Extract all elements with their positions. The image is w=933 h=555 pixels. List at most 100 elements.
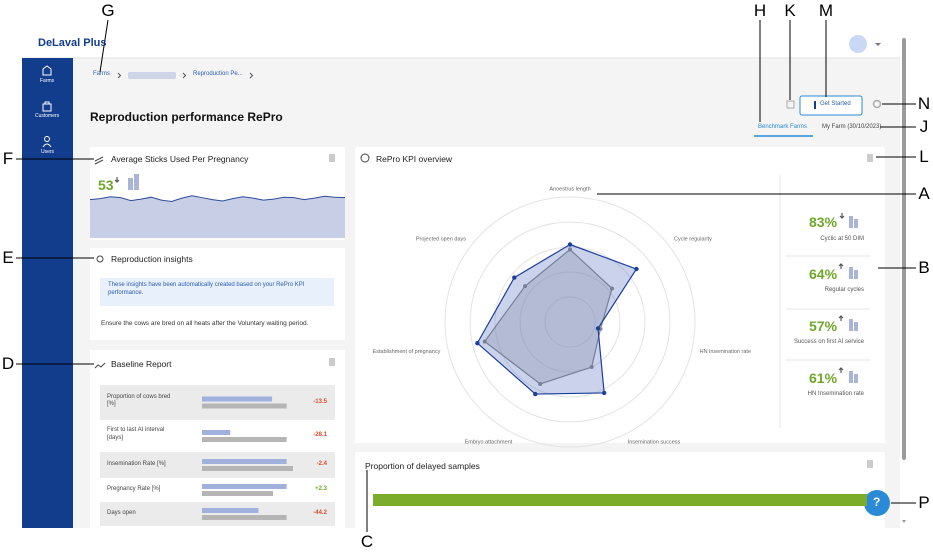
avatar[interactable]	[849, 35, 867, 53]
callout: D	[1, 354, 15, 373]
row-label: Pregnancy Rate [%]	[107, 486, 161, 492]
kpi-separators	[786, 255, 870, 361]
blurred-farm-name	[128, 72, 176, 79]
farm-point	[567, 242, 573, 247]
kpi-value: 57%	[809, 318, 838, 334]
farm-bar	[202, 484, 287, 489]
benchmark-point	[482, 339, 487, 344]
callout: H	[753, 1, 767, 20]
radar-axis-label: Cycle regularity	[674, 237, 712, 243]
farm-bar	[202, 396, 273, 402]
card-title: Proportion of delayed samples	[365, 461, 480, 471]
radar-axis-label: Projected open days	[416, 237, 466, 243]
card	[355, 452, 885, 528]
insight-note: These insights have been automatically c…	[108, 282, 305, 296]
scrollbar-thumb[interactable]	[902, 38, 906, 460]
callout: J	[919, 117, 929, 136]
table-row	[100, 502, 335, 526]
radar-ring	[519, 271, 621, 373]
row-label: First to last AI interval [days]	[107, 427, 165, 441]
callout: F	[2, 149, 14, 168]
benchmark-area	[483, 248, 613, 385]
nav-item[interactable]: Users	[41, 149, 55, 155]
callout: E	[2, 248, 14, 267]
logo[interactable]: DeLaval Plus	[38, 37, 107, 49]
benchmark-point	[610, 286, 615, 291]
callout: C	[360, 532, 374, 551]
farm-point	[595, 326, 601, 331]
card-title-icons	[94, 153, 370, 369]
callout: M	[818, 1, 834, 20]
radar-axis-label: Embryo attachment	[465, 439, 513, 445]
breadcrumb-chevrons	[117, 72, 254, 79]
card-title: Average Sticks Used Per Pregnancy	[111, 154, 249, 164]
benchmark-point	[538, 381, 543, 386]
row-label: Insemination Rate [%]	[107, 461, 166, 467]
get-started-button[interactable]	[799, 95, 863, 116]
avatar-caret[interactable]	[875, 43, 881, 46]
callout: B	[918, 258, 930, 277]
row-label: Proportion of cows bred [%]	[107, 393, 171, 408]
trend-area	[90, 195, 345, 238]
button-label[interactable]: Get Started	[820, 101, 851, 107]
settings-icon[interactable]	[872, 99, 882, 109]
breadcrumb-link[interactable]: Farms	[93, 71, 110, 77]
kpi-label: Regular cycles	[824, 287, 864, 293]
callout: N	[917, 94, 931, 113]
tab[interactable]: My Farm (30/10/2023)	[822, 124, 882, 130]
callout-lines	[16, 19, 916, 532]
radar-axis-label: Anoestrus length	[549, 186, 590, 192]
sidebar	[22, 58, 73, 528]
help-button[interactable]	[864, 490, 890, 516]
radar-ring	[469, 221, 671, 423]
benchmark-bar	[202, 466, 293, 471]
radar-axis-label: HN insemination rate	[700, 349, 751, 355]
card-title: RePro KPI overview	[376, 154, 453, 164]
delayed-bar	[373, 494, 867, 506]
row-change: -28.1	[313, 432, 327, 438]
breadcrumb-link[interactable]: Reproduction Pe...	[193, 71, 243, 77]
callout: A	[918, 184, 930, 203]
farm-point	[601, 390, 607, 396]
nav-item[interactable]: Farms	[40, 78, 55, 84]
help-label[interactable]: ?	[873, 495, 881, 509]
mini-bar-icons	[128, 174, 858, 383]
row-change: -13.5	[313, 398, 327, 405]
benchmark-point	[523, 284, 528, 289]
callout: L	[919, 147, 929, 166]
radar-ring	[444, 196, 696, 448]
farm-area	[476, 243, 638, 395]
table-row	[100, 385, 335, 420]
row-change: -2.4	[316, 461, 327, 467]
farm-point	[533, 391, 538, 397]
kpi-value: 53	[98, 177, 114, 193]
kpi-value: 61%	[809, 370, 838, 386]
radar-ring	[544, 296, 596, 348]
row-change: +2.3	[315, 486, 327, 492]
scroll-down[interactable]	[902, 520, 906, 523]
benchmark-point	[568, 247, 572, 252]
callout: G	[101, 1, 115, 20]
info-icon	[814, 101, 816, 109]
nav-item[interactable]: Customers	[35, 113, 60, 119]
radar-axis-label: Insemination success	[628, 439, 681, 445]
card-menu-icons[interactable]	[329, 154, 873, 468]
radar-axis-label: Establishment of pregnancy	[372, 349, 440, 355]
benchmark-bar	[202, 437, 287, 442]
benchmark-bar	[202, 403, 287, 409]
kpi-label: HN Insemination rate	[807, 391, 864, 397]
farm-point	[512, 275, 517, 280]
insight-box	[100, 278, 334, 306]
top-bar	[22, 25, 900, 58]
page-title: Reproduction performance RePro	[90, 110, 283, 124]
book-icon[interactable]	[786, 100, 795, 109]
trend-arrows	[114, 177, 845, 373]
benchmark-bar	[202, 491, 273, 496]
table-row	[100, 452, 335, 478]
sidebar-icons	[42, 65, 52, 148]
kpi-value: 64%	[809, 266, 838, 282]
tab[interactable]: Benchmark Farms	[758, 124, 808, 130]
kpi-value: 83%	[809, 214, 838, 230]
